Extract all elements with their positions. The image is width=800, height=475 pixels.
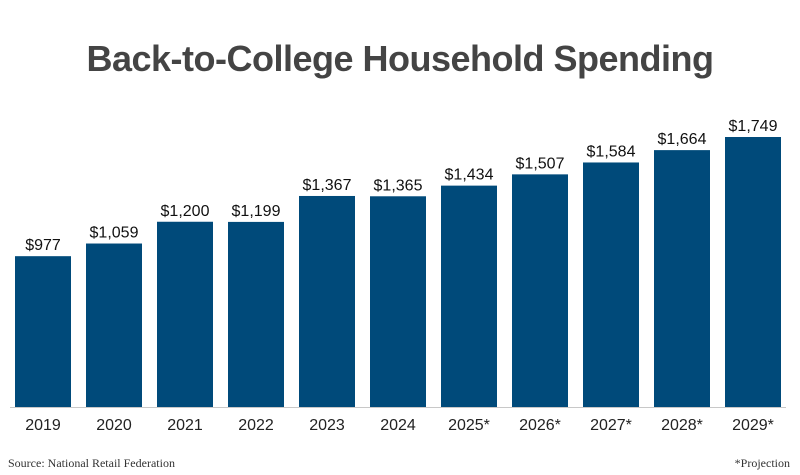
value-label-2024: $1,365	[374, 177, 423, 194]
value-label-2020: $1,059	[90, 225, 139, 242]
chart-title: Back-to-College Household Spending	[86, 38, 714, 79]
x-tick-label-2026-projected: 2026*	[519, 417, 561, 434]
value-label-2027-projected: $1,584	[587, 143, 636, 160]
x-tick-label-2022: 2022	[238, 417, 274, 434]
value-label-2021: $1,200	[161, 203, 210, 220]
value-label-2029-projected: $1,749	[729, 118, 778, 135]
bar-2022	[228, 221, 284, 407]
bar-2020	[86, 243, 142, 407]
bar-2023	[299, 195, 355, 407]
bar-2028-projected	[654, 150, 710, 408]
projection-footnote: *Projection	[734, 456, 790, 470]
bar-2029-projected	[725, 137, 781, 407]
value-label-2028-projected: $1,664	[658, 131, 707, 148]
source-note: Source: National Retail Federation	[8, 456, 175, 470]
bar-2019	[15, 256, 71, 407]
x-tick-label-2020: 2020	[96, 417, 132, 434]
bar-2026-projected	[512, 174, 568, 407]
x-tick-label-2027-projected: 2027*	[590, 417, 632, 434]
value-label-2023: $1,367	[303, 177, 352, 194]
bar-2025-projected	[441, 185, 497, 407]
value-label-2026-projected: $1,507	[516, 155, 565, 172]
bar-2027-projected	[583, 162, 639, 407]
x-tick-labels-group: 2019 2020 2021 2022 2023 2024 2025* 2026* 2027* 2…	[25, 417, 774, 434]
x-tick-label-2025-projected: 2025*	[448, 417, 490, 434]
bar-2021	[157, 221, 213, 407]
x-tick-label-2023: 2023	[309, 417, 345, 434]
x-tick-label-2024: 2024	[380, 417, 416, 434]
x-tick-label-2029-projected: 2029*	[732, 417, 774, 434]
bar-2024	[370, 196, 426, 407]
x-tick-label-2028-projected: 2028*	[661, 417, 703, 434]
value-label-2022: $1,199	[232, 203, 281, 220]
x-tick-label-2019: 2019	[25, 417, 61, 434]
value-label-2019: $977	[25, 237, 61, 254]
value-labels-group: $977 $1,059 $1,200 $1,199 $1,367 $1,365 $1,434…	[25, 118, 777, 254]
value-label-2025-projected: $1,434	[445, 167, 494, 184]
x-tick-label-2021: 2021	[167, 417, 203, 434]
bars-group	[15, 137, 781, 408]
